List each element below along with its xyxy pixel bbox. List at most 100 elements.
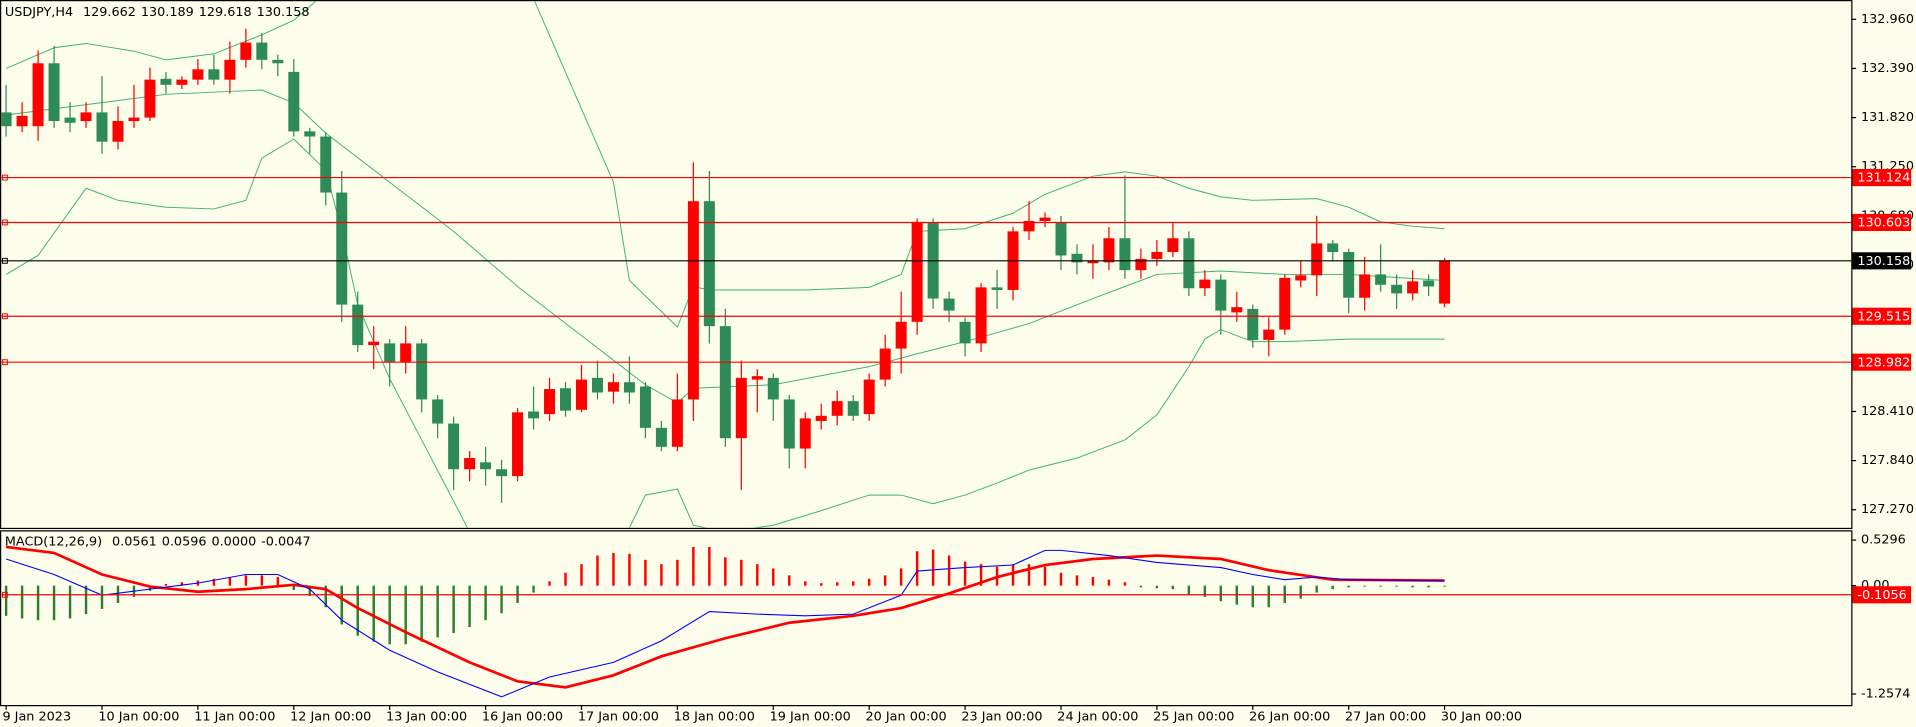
- candle-body: [911, 222, 923, 322]
- histogram-bar: [963, 561, 967, 586]
- histogram-bar: [4, 585, 8, 616]
- candle-body: [464, 458, 476, 470]
- histogram-bar: [692, 546, 695, 586]
- level-marker: [1, 313, 8, 320]
- histogram-bar: [308, 585, 312, 597]
- candle-body: [192, 69, 204, 80]
- candle-body: [847, 401, 859, 416]
- candle-body: [687, 201, 699, 400]
- histogram-bar: [228, 577, 232, 586]
- candle-body: [32, 63, 44, 127]
- level-label-box: [1852, 353, 1912, 371]
- histogram-bar: [612, 552, 615, 586]
- readout-value: 0.0561: [112, 534, 157, 549]
- panel-header: MACD(12,26,9) 0.0561 0.0596 0.0000 -0.0047: [5, 534, 311, 549]
- histogram-bar: [1379, 585, 1382, 587]
- histogram-bar: [532, 585, 535, 593]
- level-label: -0.1056: [1857, 588, 1906, 603]
- histogram-bar: [660, 564, 663, 586]
- candle-body: [384, 343, 396, 363]
- overlay: USDJPY,H4 129.662 130.189 129.618 130.158 132…: [1, 5, 1914, 725]
- macd-panel-frame: [0, 530, 1853, 707]
- level-marker: [1, 257, 8, 264]
- x-tick-label: 19 Jan 00:00: [770, 710, 851, 725]
- histogram-bar: [1011, 564, 1015, 586]
- candle-body: [1103, 238, 1115, 263]
- panel-header: USDJPY,H4 129.662 130.189 129.618 130.158: [5, 5, 310, 20]
- histogram-bar: [1027, 564, 1031, 586]
- histogram-bar: [772, 568, 775, 586]
- candle-body: [176, 79, 188, 85]
- candle-body: [975, 287, 987, 344]
- x-tick-label: 12 Jan 00:00: [290, 710, 371, 725]
- level-label: 130.158: [1857, 254, 1910, 269]
- histogram-bar: [1203, 585, 1207, 597]
- candle-body: [112, 121, 124, 142]
- main-plot: [1, 1, 1852, 528]
- candle-body: [879, 348, 891, 380]
- histogram-bar: [1411, 585, 1414, 588]
- histogram-bar: [708, 546, 711, 586]
- candle-body: [959, 321, 971, 344]
- panel-title: USDJPY,H4: [5, 5, 73, 20]
- histogram-bar: [1091, 577, 1095, 586]
- histogram-bar: [1123, 582, 1127, 586]
- candle-body: [1119, 238, 1131, 271]
- histogram-bar: [548, 581, 551, 586]
- histogram-bar: [1427, 585, 1430, 588]
- candle-body: [1071, 253, 1083, 263]
- x-tick-label: 11 Jan 00:00: [194, 710, 275, 725]
- histogram-bar: [836, 582, 839, 586]
- y-tick-label: -1.2574: [1861, 687, 1910, 702]
- readout-value: 0.0596: [162, 534, 207, 549]
- histogram-bar: [915, 551, 919, 586]
- y-tick-label: 131.820: [1861, 110, 1914, 125]
- readout-value: -0.0047: [261, 534, 310, 549]
- candle-body: [208, 69, 220, 80]
- readout-value: 130.158: [257, 5, 310, 20]
- histogram-bar: [500, 585, 503, 614]
- histogram-bar: [52, 585, 56, 621]
- histogram-bar: [1299, 585, 1302, 599]
- candle-body: [751, 376, 763, 380]
- histogram-bar: [356, 585, 359, 636]
- panel-title: MACD(12,26,9): [5, 534, 102, 549]
- histogram-bar: [388, 585, 391, 645]
- level-label-box: [1852, 252, 1912, 270]
- x-tick-label: 27 Jan 00:00: [1345, 710, 1426, 725]
- candle-body: [815, 415, 827, 421]
- histogram-bar: [676, 559, 679, 586]
- candle-body: [448, 423, 460, 470]
- indicator-line: [5, 545, 1445, 689]
- histogram-bar: [804, 581, 807, 586]
- x-tick-label: 26 Jan 00:00: [1249, 710, 1330, 725]
- histogram-bar: [1331, 585, 1334, 590]
- histogram-bar: [180, 582, 184, 586]
- candle-body: [767, 377, 779, 400]
- candle-body: [144, 79, 156, 118]
- candle-body: [1391, 284, 1403, 294]
- histogram-bar: [484, 585, 487, 621]
- level-label-box: [1852, 213, 1912, 232]
- histogram-bar: [1267, 585, 1270, 608]
- histogram-bar: [756, 564, 759, 586]
- candle-body: [272, 59, 284, 64]
- candle-body: [1295, 275, 1307, 281]
- histogram-bar: [436, 585, 439, 638]
- histogram-bar: [260, 575, 264, 586]
- readout-value: 129.662: [83, 5, 136, 20]
- level-label: 130.603: [1857, 216, 1910, 231]
- candle-body: [64, 117, 76, 123]
- level-marker: [1, 174, 8, 181]
- candle-body: [224, 59, 236, 80]
- histogram-bar: [644, 559, 647, 586]
- candle-body: [671, 399, 683, 447]
- indicator-line: [5, 549, 1445, 698]
- candle-body: [895, 321, 907, 349]
- histogram-bar: [1075, 575, 1079, 586]
- candle-body: [400, 343, 412, 363]
- histogram-bar: [340, 585, 343, 625]
- histogram-bar: [84, 585, 88, 615]
